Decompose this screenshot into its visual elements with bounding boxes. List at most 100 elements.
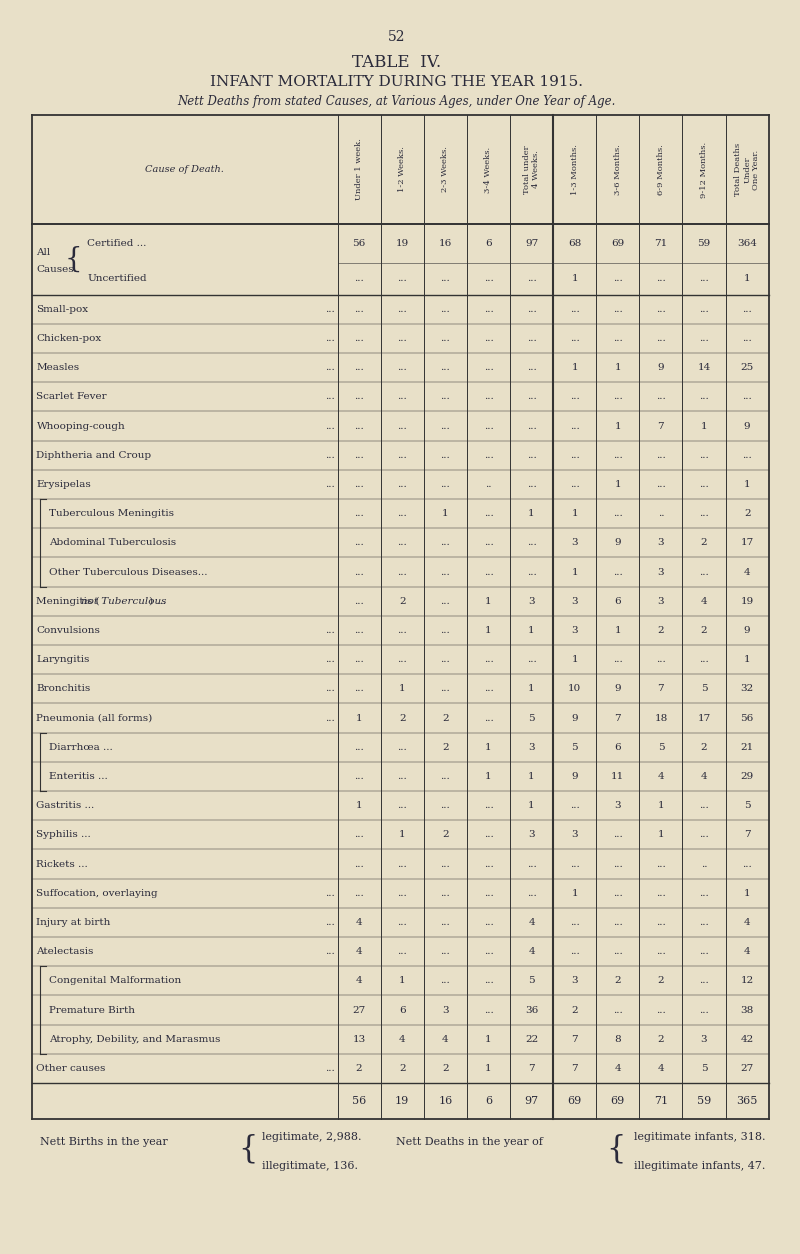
Text: ...: ... [742,305,752,314]
Text: ..: .. [701,859,707,869]
Text: ...: ... [483,393,494,401]
Text: ...: ... [613,830,622,839]
Text: ...: ... [441,393,450,401]
Text: 9: 9 [744,626,750,635]
Text: ...: ... [483,509,494,518]
Text: Nett Births in the year: Nett Births in the year [40,1137,167,1147]
Text: ...: ... [656,947,666,957]
Text: ...: ... [570,859,579,869]
Text: ...: ... [526,421,537,430]
Text: ...: ... [699,393,709,401]
Text: ...: ... [613,889,622,898]
Text: Gastritis ...: Gastritis ... [37,801,94,810]
Text: ...: ... [483,305,494,314]
Text: ...: ... [441,801,450,810]
Text: ...: ... [354,334,364,342]
Text: ...: ... [325,685,334,693]
Text: Premature Birth: Premature Birth [49,1006,135,1014]
Text: {: { [238,1134,257,1165]
Text: legitimate, 2,988.: legitimate, 2,988. [262,1132,361,1142]
Text: 27: 27 [353,1006,366,1014]
Text: 2: 2 [701,626,707,635]
Text: ) ...: ) ... [149,597,166,606]
Text: 1: 1 [528,772,535,781]
Text: 3: 3 [658,597,664,606]
Text: 71: 71 [654,240,667,248]
Text: 2: 2 [442,830,449,839]
Text: Enteritis ...: Enteritis ... [49,772,108,781]
Text: ...: ... [354,742,364,752]
Text: ...: ... [441,947,450,957]
Text: ...: ... [354,275,364,283]
Text: {: { [64,246,82,272]
Text: ...: ... [742,859,752,869]
Text: ...: ... [699,918,709,927]
Text: 7: 7 [571,1063,578,1073]
Text: Atrophy, Debility, and Marasmus: Atrophy, Debility, and Marasmus [49,1035,221,1043]
Text: ...: ... [441,568,450,577]
Text: 7: 7 [658,685,664,693]
Text: 1: 1 [485,772,492,781]
Text: ...: ... [656,480,666,489]
Text: ...: ... [398,947,407,957]
Text: 1: 1 [528,509,535,518]
Text: 3: 3 [701,1035,707,1043]
Text: ...: ... [325,480,334,489]
Text: ...: ... [398,538,407,547]
Text: Other causes: Other causes [37,1063,106,1073]
Text: ...: ... [699,1006,709,1014]
Text: 3: 3 [528,597,535,606]
Text: ...: ... [656,450,666,460]
Text: 2: 2 [658,626,664,635]
Text: ...: ... [398,801,407,810]
Text: ...: ... [613,305,622,314]
Text: ...: ... [483,655,494,665]
Text: 25: 25 [741,364,754,372]
Text: ...: ... [613,275,622,283]
Text: ...: ... [398,626,407,635]
Text: 9: 9 [614,538,621,547]
Text: 7: 7 [614,714,621,722]
Text: ...: ... [325,1063,334,1073]
Text: ...: ... [570,918,579,927]
Text: ...: ... [483,275,494,283]
Text: 1: 1 [399,830,406,839]
Text: 38: 38 [741,1006,754,1014]
Text: ...: ... [354,450,364,460]
Text: 4: 4 [356,947,362,957]
Text: ...: ... [570,393,579,401]
Text: 3: 3 [658,538,664,547]
Text: 32: 32 [741,685,754,693]
Text: 56: 56 [741,714,754,722]
Text: ...: ... [656,305,666,314]
Text: 4: 4 [744,918,750,927]
Text: 59: 59 [697,1096,711,1106]
Text: ...: ... [441,538,450,547]
Text: 3: 3 [571,830,578,839]
Text: 1: 1 [744,480,750,489]
Text: 2: 2 [744,509,750,518]
Text: ...: ... [742,450,752,460]
Text: ...: ... [354,305,364,314]
Text: ...: ... [699,450,709,460]
Text: ...: ... [570,801,579,810]
Text: legitimate infants, 318.: legitimate infants, 318. [634,1132,766,1142]
Text: 5: 5 [658,742,664,752]
Text: ...: ... [325,889,334,898]
Text: 5: 5 [571,742,578,752]
Text: ...: ... [656,655,666,665]
Text: 7: 7 [571,1035,578,1043]
Text: ...: ... [483,889,494,898]
Text: 1: 1 [571,275,578,283]
Text: ...: ... [526,393,537,401]
Text: ...: ... [699,568,709,577]
Text: ...: ... [441,977,450,986]
Text: Diphtheria and Croup: Diphtheria and Croup [37,450,151,460]
Text: 4: 4 [528,947,535,957]
Text: 3: 3 [658,568,664,577]
Text: ...: ... [354,859,364,869]
Text: ...: ... [483,364,494,372]
Text: ...: ... [483,947,494,957]
Text: 9: 9 [571,714,578,722]
Text: ...: ... [441,859,450,869]
